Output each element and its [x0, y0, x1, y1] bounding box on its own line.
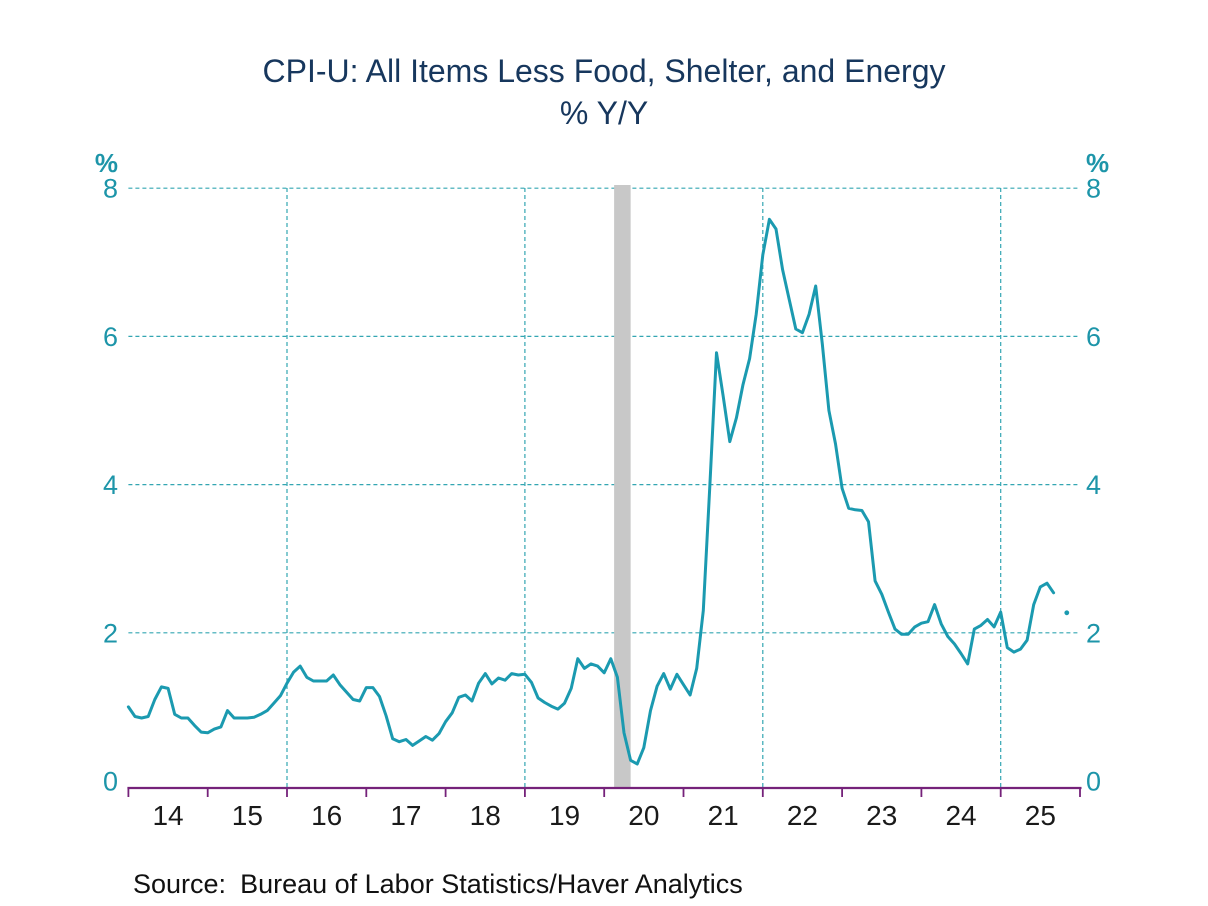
- y-tick-label-right: 8: [1086, 174, 1101, 204]
- y-tick-label-left: 6: [103, 322, 118, 352]
- y-tick-label-left: 2: [103, 618, 118, 648]
- chart-title: CPI-U: All Items Less Food, Shelter, and…: [262, 53, 946, 89]
- x-tick-label: 18: [470, 800, 501, 831]
- source-text: Bureau of Labor Statistics/Haver Analyti…: [240, 869, 743, 899]
- x-tick-label: 21: [708, 800, 739, 831]
- x-tick-label: 17: [390, 800, 421, 831]
- source-label: Source:: [133, 869, 227, 899]
- chart-title-block: CPI-U: All Items Less Food, Shelter, and…: [0, 50, 1208, 134]
- chart-subtitle: % Y/Y: [559, 95, 649, 131]
- isolated-data-point: [1064, 610, 1070, 616]
- x-tick-label: 16: [311, 800, 342, 831]
- x-tick-label: 22: [787, 800, 818, 831]
- x-tick-label: 24: [945, 800, 976, 831]
- y-axis-unit-right: %: [1086, 148, 1109, 178]
- y-tick-label-right: 0: [1086, 767, 1101, 797]
- y-tick-label-right: 6: [1086, 322, 1101, 352]
- y-tick-label-left: 8: [103, 174, 118, 204]
- recession-band: [614, 185, 631, 788]
- x-tick-label: 20: [628, 800, 659, 831]
- y-tick-label-left: 4: [103, 470, 118, 500]
- data-line: [126, 217, 1056, 766]
- x-tick-label: 15: [232, 800, 263, 831]
- y-axis-unit-left: %: [95, 148, 118, 178]
- y-tick-label-left: 0: [103, 767, 118, 797]
- x-tick-label: 19: [549, 800, 580, 831]
- source-line: Source: Bureau of Labor Statistics/Haver …: [133, 869, 743, 900]
- x-tick-label: 14: [152, 800, 183, 831]
- y-tick-label-right: 2: [1086, 618, 1101, 648]
- x-tick-label: 25: [1025, 800, 1056, 831]
- x-tick-label: 23: [866, 800, 897, 831]
- y-tick-label-right: 4: [1086, 470, 1101, 500]
